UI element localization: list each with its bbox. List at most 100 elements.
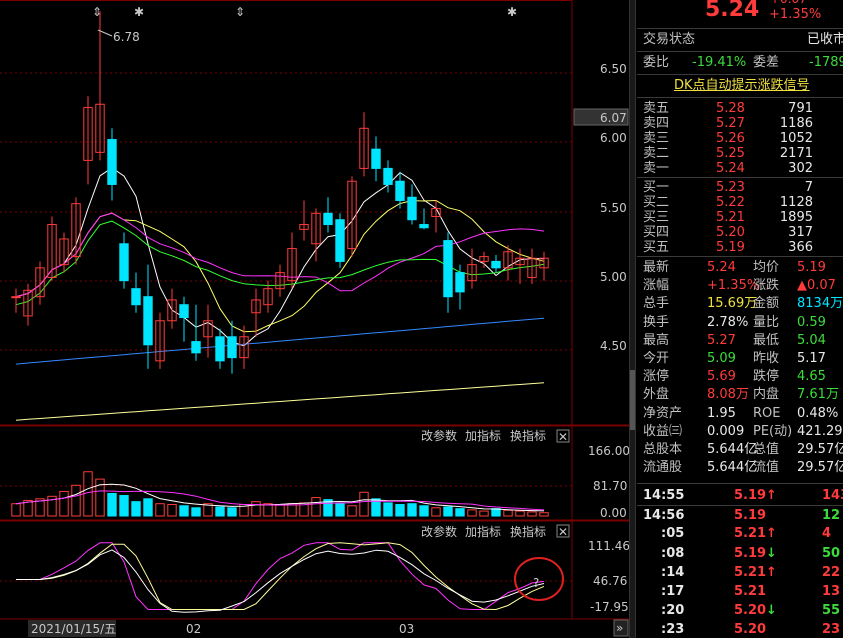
weicha-label: 委差	[753, 55, 780, 70]
dk-signal-row[interactable]: DK点自动提示涨跌信号	[637, 77, 843, 95]
tick-price: 5.20	[734, 603, 767, 619]
candle-body	[335, 219, 345, 262]
candle-body	[119, 243, 129, 282]
tick-row[interactable]: :17 5.21 13	[637, 582, 843, 601]
tick-row[interactable]: :20 5.20 ↓ 55	[637, 601, 843, 620]
panel-splitter-handle[interactable]	[630, 370, 635, 430]
tick-volume: 23	[822, 622, 841, 638]
quote-stat-label: 外盘	[643, 387, 670, 403]
candle-body	[59, 238, 69, 266]
dk-signal-link[interactable]: DK点自动提示涨跌信号	[674, 78, 810, 93]
ask-level-price: 5.26	[716, 131, 745, 146]
tick-volume: 12	[822, 508, 841, 524]
volume-bar	[263, 503, 273, 517]
bid-level-volume: 317	[788, 225, 813, 240]
quote-stat-value: 5.24	[707, 260, 736, 275]
volume-bar	[527, 511, 537, 517]
kline-chart-area[interactable]: ⇕ ✱ ⇕ ✱ 6.78 6.50 6.00 5.50 5.00 4.50 6.…	[0, 0, 636, 638]
volume-bar	[107, 492, 117, 517]
volume-bar	[443, 506, 453, 517]
bid-level-label: 买五	[643, 240, 670, 255]
tick-row[interactable]: :14 5.21 ↑ 22	[637, 563, 843, 582]
ma60-line	[15, 317, 545, 365]
candle-body	[131, 288, 141, 306]
vol-close-box[interactable]	[556, 429, 570, 443]
candle-body	[287, 248, 297, 282]
candle-body	[215, 336, 225, 362]
volume-bar	[287, 503, 297, 517]
kline-chart-svg[interactable]: ⇕ ✱ ⇕ ✱ 6.78 6.50 6.00 5.50 5.00 4.50 6.…	[0, 0, 636, 638]
tick-direction-arrow: ↓	[766, 603, 777, 619]
quote-stat-value: 5.644亿	[707, 442, 758, 457]
tick-row[interactable]: :23 5.20 23	[637, 620, 843, 638]
volume-bar	[215, 506, 225, 517]
bid-level-price: 5.20	[716, 225, 745, 240]
trade-state-label: 交易状态	[643, 32, 696, 47]
volume-bar	[491, 508, 501, 517]
scroll-right-button[interactable]	[613, 619, 629, 637]
scroll-right-icon[interactable]: »	[616, 621, 623, 635]
tick-row[interactable]: :05 5.21 ↑ 4	[637, 524, 843, 543]
macd-close-box[interactable]	[556, 524, 570, 538]
macd-close-icon[interactable]: ✕	[558, 525, 568, 539]
tick-row[interactable]: 14:56 5.19 12	[637, 505, 843, 525]
tick-row[interactable]: 14:55 5.19↑ 143	[637, 486, 843, 505]
price-axis-label-500: 5.00	[600, 270, 627, 284]
volume-bar	[179, 505, 189, 517]
quote-stat-value: 2.78%	[707, 314, 749, 330]
date-axis-bar	[0, 619, 629, 638]
candle-body	[71, 203, 81, 258]
date-tick-03: 03	[399, 622, 414, 636]
vol-swap-indicator-link[interactable]: 换指标	[510, 428, 546, 443]
bid-level-volume: 1895	[779, 210, 813, 225]
volume-bar	[371, 498, 381, 517]
candle-body	[83, 106, 93, 161]
macd-add-indicator-link[interactable]: 加指标	[465, 524, 501, 539]
candlestick-series[interactable]	[11, 11, 549, 374]
panel-splitter[interactable]	[629, 0, 636, 638]
candle-body	[491, 260, 501, 269]
ma120-line	[15, 382, 545, 421]
vol-add-indicator-link[interactable]: 加指标	[465, 428, 501, 443]
volume-bars[interactable]	[11, 471, 549, 517]
candle-body	[395, 180, 405, 201]
weibi-row: 委比 -19.41% 委差 -1789	[637, 54, 843, 72]
bid-level-row: 买四 5.20 317	[637, 224, 843, 242]
quote-stat-value: 0.48%	[797, 405, 839, 421]
quote-stat-label: PE(动)	[753, 423, 793, 439]
quote-stat-label: 均价	[753, 260, 780, 275]
trade-state-row: 交易状态 已收市	[637, 31, 843, 49]
quote-stat-value: 5.69	[707, 369, 736, 385]
quote-stat-row: 净资产 1.95 ROE 0.48%	[637, 405, 843, 423]
candle-body	[479, 256, 489, 262]
quote-stat-value: 5.17	[797, 351, 826, 366]
candle-body	[323, 212, 333, 226]
quote-stat-value: 1.95	[707, 405, 736, 421]
volume-bar	[59, 490, 69, 517]
candle-body	[47, 224, 57, 278]
quote-stat-label: 总股本	[643, 442, 683, 457]
candle-body	[227, 336, 237, 359]
candle-body	[275, 272, 285, 290]
ask-level-volume: 302	[788, 161, 813, 176]
vol-close-icon[interactable]: ✕	[558, 430, 568, 444]
weibi-label: 委比	[643, 55, 670, 70]
candle-body	[95, 103, 105, 153]
ask-level-row: 卖一 5.24 302	[637, 160, 843, 178]
bid-level-price: 5.21	[716, 210, 745, 225]
tick-direction-arrow: ↓	[766, 545, 777, 561]
top-marker-2: ✱	[134, 5, 144, 19]
quote-stat-label: 流值	[753, 460, 780, 476]
vol-params-link[interactable]: 改参数	[421, 428, 457, 443]
ask-level-volume: 1052	[779, 131, 813, 146]
macd-swap-indicator-link[interactable]: 换指标	[510, 524, 546, 539]
tick-row[interactable]: :08 5.19 ↓ 50	[637, 544, 843, 563]
tick-direction-arrow: ↑	[766, 564, 777, 580]
volume-bar	[167, 504, 177, 517]
candle-body	[23, 289, 33, 317]
hand-drawn-question-mark: ?	[533, 576, 539, 590]
quote-stat-label: 金额	[753, 296, 780, 312]
quote-stat-value: ▲0.07	[797, 278, 836, 294]
macd-params-link[interactable]: 改参数	[421, 524, 457, 539]
volume-bar	[383, 502, 393, 517]
